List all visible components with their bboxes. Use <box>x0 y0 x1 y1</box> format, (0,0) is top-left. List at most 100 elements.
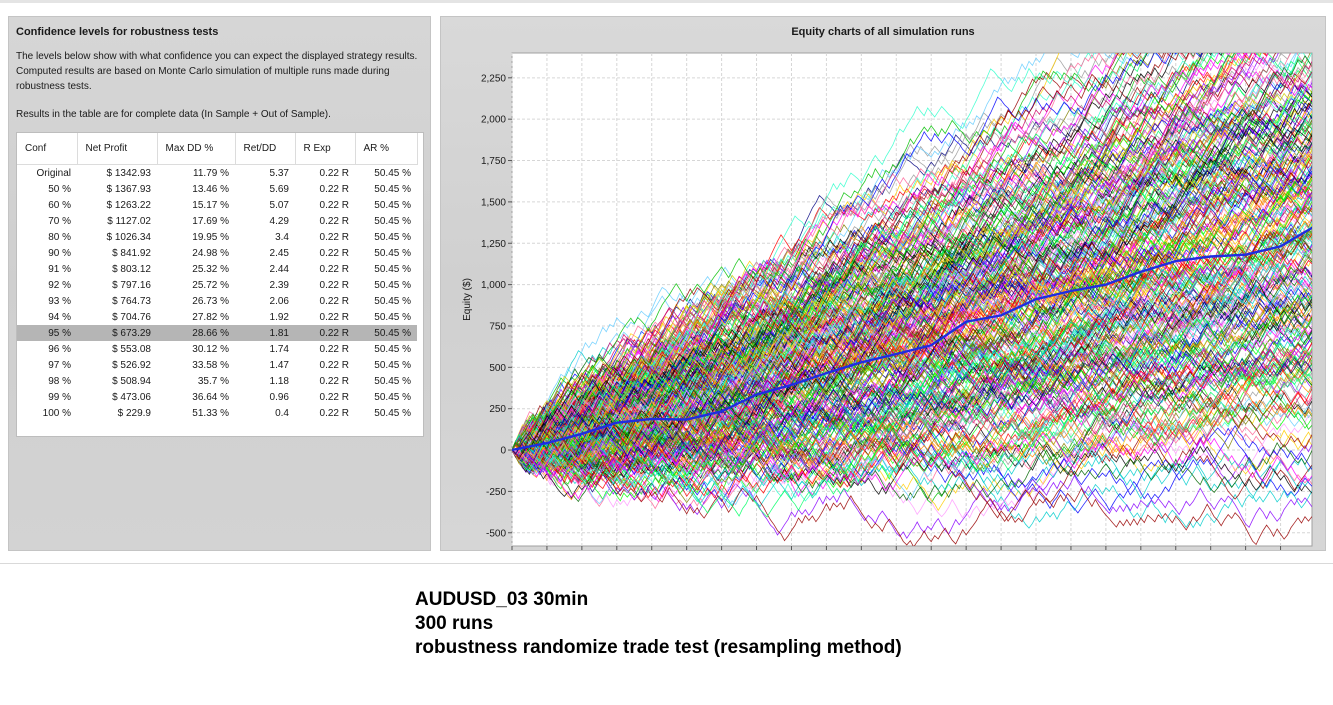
table-row[interactable]: 60 % $ 1263.22 15.17 % 5.07 0.22 R 50.45 % <box>17 197 417 213</box>
confidence-table: Conf Net Profit Max DD % Ret/DD R Exp AR… <box>17 133 418 421</box>
table-row[interactable]: 98 % $ 508.94 35.7 % 1.18 0.22 R 50.45 % <box>17 373 417 389</box>
simulation-run-line <box>512 205 1312 451</box>
cell-r-exp: 0.22 R <box>319 343 349 355</box>
simulation-run-line <box>512 119 1312 456</box>
column-header-ar[interactable]: AR % <box>355 133 418 165</box>
column-header-conf[interactable]: Conf <box>17 133 78 165</box>
y-tick-label: 1,000 <box>481 280 506 291</box>
cell-r-exp: 0.22 R <box>319 391 349 403</box>
simulation-run-line <box>512 53 1262 464</box>
cell-max-dd: 11.79 % <box>193 167 229 179</box>
cell-max-dd: 27.82 % <box>192 311 229 323</box>
y-tick-label: 1,500 <box>481 197 506 208</box>
cell-max-dd: 24.98 % <box>192 247 229 259</box>
cell-conf: 50 % <box>48 183 71 195</box>
table-row[interactable]: 96 % $ 553.08 30.12 % 1.74 0.22 R 50.45 % <box>17 341 417 357</box>
table-row[interactable]: 93 % $ 764.73 26.73 % 2.06 0.22 R 50.45 % <box>17 293 417 309</box>
simulation-run-line <box>512 394 1312 504</box>
simulation-run-line <box>512 342 1312 499</box>
table-row[interactable]: 91 % $ 803.12 25.32 % 2.44 0.22 R 50.45 % <box>17 261 417 277</box>
table-row[interactable]: 100 % $ 229.9 51.33 % 0.4 0.22 R 50.45 % <box>17 405 417 421</box>
cell-net-profit: $ 1263.22 <box>106 199 152 211</box>
y-axis: -500 -250 0 250 500 750 1,000 1,250 1,500 1,750 2,… <box>481 73 512 539</box>
cell-ar: 50.45 % <box>374 199 411 211</box>
table-row[interactable]: 90 % $ 841.92 24.98 % 2.45 0.22 R 50.45 % <box>17 245 417 261</box>
simulation-run-line <box>512 56 1312 469</box>
top-border <box>0 0 1333 3</box>
cell-r-exp: 0.22 R <box>319 247 349 259</box>
cell-r-exp: 0.22 R <box>319 375 349 387</box>
cell-max-dd: 25.32 % <box>192 263 229 275</box>
cell-ret-dd: 2.45 <box>269 247 289 259</box>
cell-max-dd: 28.66 % <box>157 325 235 341</box>
cell-conf: 92 % <box>48 279 71 291</box>
cell-net-profit: $ 1127.02 <box>107 215 151 227</box>
cell-ret-dd: 4.29 <box>269 215 289 227</box>
table-header-row: Conf Net Profit Max DD % Ret/DD R Exp AR… <box>17 133 418 165</box>
simulation-runs <box>512 53 1312 546</box>
simulation-run-line <box>512 165 1312 461</box>
simulation-run-line <box>512 179 1312 471</box>
cell-conf: 70 % <box>48 215 71 227</box>
column-header-ret-dd[interactable]: Ret/DD <box>235 133 296 165</box>
cell-conf: 60 % <box>48 199 71 211</box>
cell-net-profit: $ 797.16 <box>112 279 151 291</box>
cell-net-profit: $ 473.06 <box>112 391 151 403</box>
cell-r-exp: 0.22 R <box>319 215 349 227</box>
table-row[interactable]: 80 % $ 1026.34 19.95 % 3.4 0.22 R 50.45 % <box>17 229 417 245</box>
simulation-run-line <box>512 426 1312 502</box>
table-row[interactable]: 50 % $ 1367.93 13.46 % 5.69 0.22 R 50.45 % <box>17 181 417 197</box>
cell-conf: 99 % <box>48 391 71 403</box>
cell-r-exp: 0.22 R <box>319 231 349 243</box>
simulation-run-line <box>512 53 1149 456</box>
simulation-run-line <box>512 419 1312 490</box>
cell-ar: 50.45 % <box>374 183 411 195</box>
column-header-r-exp[interactable]: R Exp <box>295 133 356 165</box>
simulation-run-line <box>512 53 1190 451</box>
cell-net-profit: $ 704.76 <box>112 311 151 323</box>
simulation-run-line <box>512 109 1312 451</box>
simulation-run-line <box>512 230 1312 476</box>
cell-ret-dd: 1.74 <box>269 343 289 355</box>
y-tick-label: -250 <box>486 487 506 498</box>
table-row[interactable]: 92 % $ 797.16 25.72 % 2.39 0.22 R 50.45 % <box>17 277 417 293</box>
cell-ar: 50.45 % <box>374 167 411 179</box>
caption-line-2: 300 runs <box>415 613 494 634</box>
cell-ar: 50.45 % <box>374 375 411 387</box>
chart-title: Equity charts of all simulation runs <box>791 26 975 38</box>
simulation-run-line <box>512 108 1312 451</box>
simulation-run-line <box>512 223 1312 457</box>
cell-net-profit: $ 1367.93 <box>106 183 152 195</box>
cell-net-profit: $ 841.92 <box>112 247 151 259</box>
simulation-run-line <box>512 373 1312 481</box>
simulation-run-line <box>512 53 1269 453</box>
simulation-run-line <box>512 346 1312 518</box>
cell-net-profit: $ 1026.34 <box>106 231 152 243</box>
column-header-net-profit[interactable]: Net Profit <box>77 133 158 165</box>
simulation-run-line <box>512 85 1312 461</box>
simulation-run-line <box>512 241 1312 494</box>
table-row[interactable]: 97 % $ 526.92 33.58 % 1.47 0.22 R 50.45 % <box>17 357 417 373</box>
simulation-run-line <box>512 348 1312 455</box>
cell-r-exp: 0.22 R <box>319 311 349 323</box>
table-row[interactable]: Original $ 1342.93 11.79 % 5.37 0.22 R 50.45 … <box>17 165 417 182</box>
simulation-run-line <box>512 221 1312 472</box>
simulation-run-line <box>512 265 1312 471</box>
simulation-run-line <box>512 254 1312 454</box>
confidence-panel-title: Confidence levels for robustness tests <box>16 26 219 38</box>
column-header-max-dd[interactable]: Max DD % <box>157 133 236 165</box>
cell-ret-dd: 3.4 <box>275 231 289 243</box>
simulation-run-line <box>512 164 1312 473</box>
table-row[interactable]: 70 % $ 1127.02 17.69 % 4.29 0.22 R 50.45 % <box>17 213 417 229</box>
simulation-run-line <box>512 300 1312 472</box>
confidence-table-container[interactable]: Conf Net Profit Max DD % Ret/DD R Exp AR… <box>16 132 424 437</box>
cell-ret-dd: 1.92 <box>269 311 289 323</box>
table-row[interactable]: 95 % $ 673.29 28.66 % 1.81 0.22 R 50.45 % <box>17 325 417 341</box>
simulation-run-line <box>512 102 1312 460</box>
cell-max-dd: 36.64 % <box>192 391 229 403</box>
table-row[interactable]: 94 % $ 704.76 27.82 % 1.92 0.22 R 50.45 % <box>17 309 417 325</box>
cell-ret-dd: 2.06 <box>269 295 289 307</box>
y-tick-label: 1,750 <box>481 156 506 167</box>
table-row[interactable]: 99 % $ 473.06 36.64 % 0.96 0.22 R 50.45 % <box>17 389 417 405</box>
cell-net-profit: $ 803.12 <box>112 263 151 275</box>
